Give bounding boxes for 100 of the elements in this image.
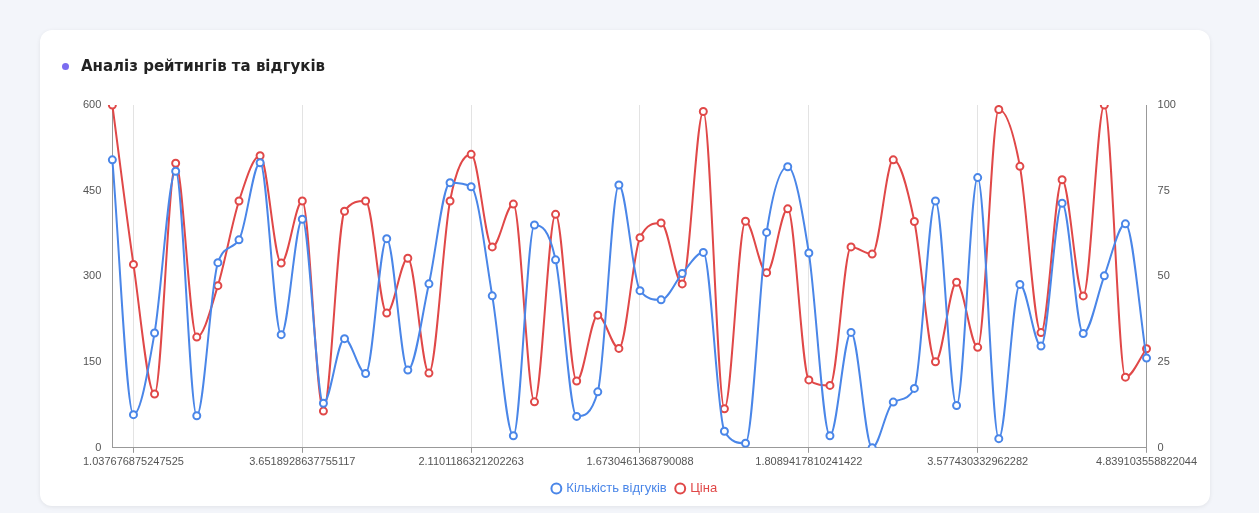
point — [1036, 341, 1046, 351]
point — [318, 398, 328, 408]
point — [403, 365, 413, 375]
point — [677, 279, 687, 289]
y2-tick-label: 100 — [1157, 98, 1176, 111]
point — [1142, 353, 1152, 363]
point — [128, 410, 138, 420]
point — [825, 431, 835, 441]
point — [635, 233, 645, 243]
y2-tick-label: 25 — [1157, 355, 1170, 368]
point — [445, 178, 455, 188]
point — [508, 431, 518, 441]
point — [361, 196, 371, 206]
point — [340, 206, 350, 216]
point — [762, 227, 772, 237]
x-tick-label: 3.6518928637755117 — [249, 455, 356, 468]
point — [572, 411, 582, 421]
point — [150, 328, 160, 338]
point — [382, 308, 392, 318]
point — [150, 389, 160, 399]
point — [804, 375, 814, 385]
point — [783, 162, 793, 172]
point — [551, 209, 561, 219]
x-tick-label: 1.6730461368790088 — [586, 455, 694, 468]
point — [952, 277, 962, 287]
point — [1120, 372, 1130, 382]
legend-label: Ціна — [690, 480, 718, 496]
point — [171, 158, 181, 168]
y-tick-label: 600 — [82, 98, 102, 111]
point — [192, 332, 202, 342]
point — [719, 426, 729, 436]
point — [783, 204, 793, 214]
point — [297, 196, 307, 206]
point — [614, 180, 624, 190]
point — [1015, 279, 1025, 289]
point — [1120, 219, 1130, 229]
point — [572, 376, 582, 386]
point — [698, 107, 708, 117]
point — [614, 343, 624, 353]
point — [107, 155, 117, 165]
x-tick-label: 1.037676875247525 — [82, 455, 184, 468]
point — [804, 248, 814, 258]
point — [318, 406, 328, 416]
point — [361, 369, 371, 379]
point — [846, 327, 856, 337]
point — [698, 247, 708, 257]
point — [234, 196, 244, 206]
point — [994, 105, 1004, 114]
point — [677, 269, 687, 279]
y-tick-label: 0 — [95, 440, 102, 453]
point — [276, 258, 286, 268]
point — [762, 268, 772, 278]
point — [741, 216, 751, 226]
point — [529, 397, 539, 407]
point — [593, 387, 603, 397]
point — [192, 411, 202, 421]
point — [171, 166, 181, 176]
point — [424, 368, 434, 378]
point — [234, 235, 244, 245]
point — [445, 196, 455, 206]
point — [635, 286, 645, 296]
point — [656, 295, 666, 305]
chart-title: Аналіз рейтингів та відгуків — [81, 57, 326, 75]
point — [994, 434, 1004, 444]
point — [888, 155, 898, 165]
point — [1015, 161, 1025, 171]
point — [909, 217, 919, 227]
point — [1099, 271, 1109, 281]
point — [255, 158, 265, 168]
point — [213, 258, 223, 268]
point — [551, 255, 561, 265]
point — [1078, 329, 1088, 339]
point — [466, 182, 476, 192]
point — [973, 173, 983, 183]
x-tick-label: 2.1101186321202263 — [418, 455, 524, 468]
point — [128, 259, 138, 269]
y-tick-label: 150 — [82, 355, 102, 368]
point — [297, 214, 307, 224]
y2-tick-label: 50 — [1157, 269, 1170, 282]
point — [741, 438, 751, 448]
point — [466, 149, 476, 159]
point — [1057, 175, 1067, 185]
point — [255, 151, 265, 161]
legend-label: Кількість відгуків — [566, 480, 667, 496]
point — [382, 234, 392, 244]
point — [656, 218, 666, 228]
point — [909, 383, 919, 393]
point — [930, 196, 940, 206]
point — [529, 220, 539, 230]
point — [487, 291, 497, 301]
point — [424, 279, 434, 289]
point — [846, 242, 856, 252]
y2-tick-label: 0 — [1157, 440, 1164, 453]
point — [930, 357, 940, 367]
point — [952, 401, 962, 411]
y-tick-label: 450 — [82, 183, 102, 196]
x-tick-label: 4.839103558822044 — [1096, 455, 1198, 468]
y-tick-label: 300 — [82, 269, 102, 282]
point — [1036, 328, 1046, 338]
point — [973, 342, 983, 352]
